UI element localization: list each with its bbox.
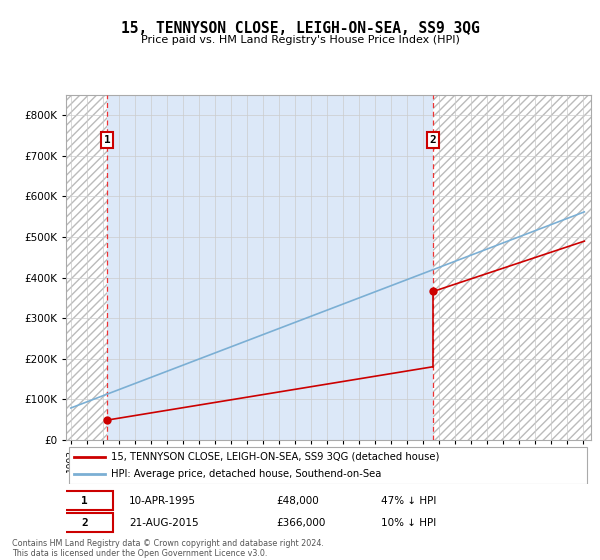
Text: 10-APR-1995: 10-APR-1995 (129, 496, 196, 506)
Text: 21-AUG-2015: 21-AUG-2015 (129, 518, 199, 528)
Bar (66, 95, 107, 440)
Text: 2: 2 (430, 135, 437, 145)
Text: 1: 1 (104, 135, 110, 145)
FancyBboxPatch shape (56, 491, 113, 510)
Text: 2: 2 (81, 518, 88, 528)
Text: 10% ↓ HPI: 10% ↓ HPI (381, 518, 436, 528)
Text: Price paid vs. HM Land Registry's House Price Index (HPI): Price paid vs. HM Land Registry's House … (140, 35, 460, 45)
Text: Contains HM Land Registry data © Crown copyright and database right 2024.
This d: Contains HM Land Registry data © Crown c… (12, 539, 324, 558)
Text: 1: 1 (81, 496, 88, 506)
Text: £48,000: £48,000 (276, 496, 319, 506)
Text: 15, TENNYSON CLOSE, LEIGH-ON-SEA, SS9 3QG (detached house): 15, TENNYSON CLOSE, LEIGH-ON-SEA, SS9 3Q… (110, 452, 439, 462)
Text: £366,000: £366,000 (276, 518, 325, 528)
FancyBboxPatch shape (56, 514, 113, 533)
Text: 15, TENNYSON CLOSE, LEIGH-ON-SEA, SS9 3QG: 15, TENNYSON CLOSE, LEIGH-ON-SEA, SS9 3Q… (121, 21, 479, 36)
FancyBboxPatch shape (68, 447, 587, 484)
Text: HPI: Average price, detached house, Southend-on-Sea: HPI: Average price, detached house, Sout… (110, 469, 381, 479)
Bar (433, 95, 591, 440)
Text: 47% ↓ HPI: 47% ↓ HPI (381, 496, 436, 506)
